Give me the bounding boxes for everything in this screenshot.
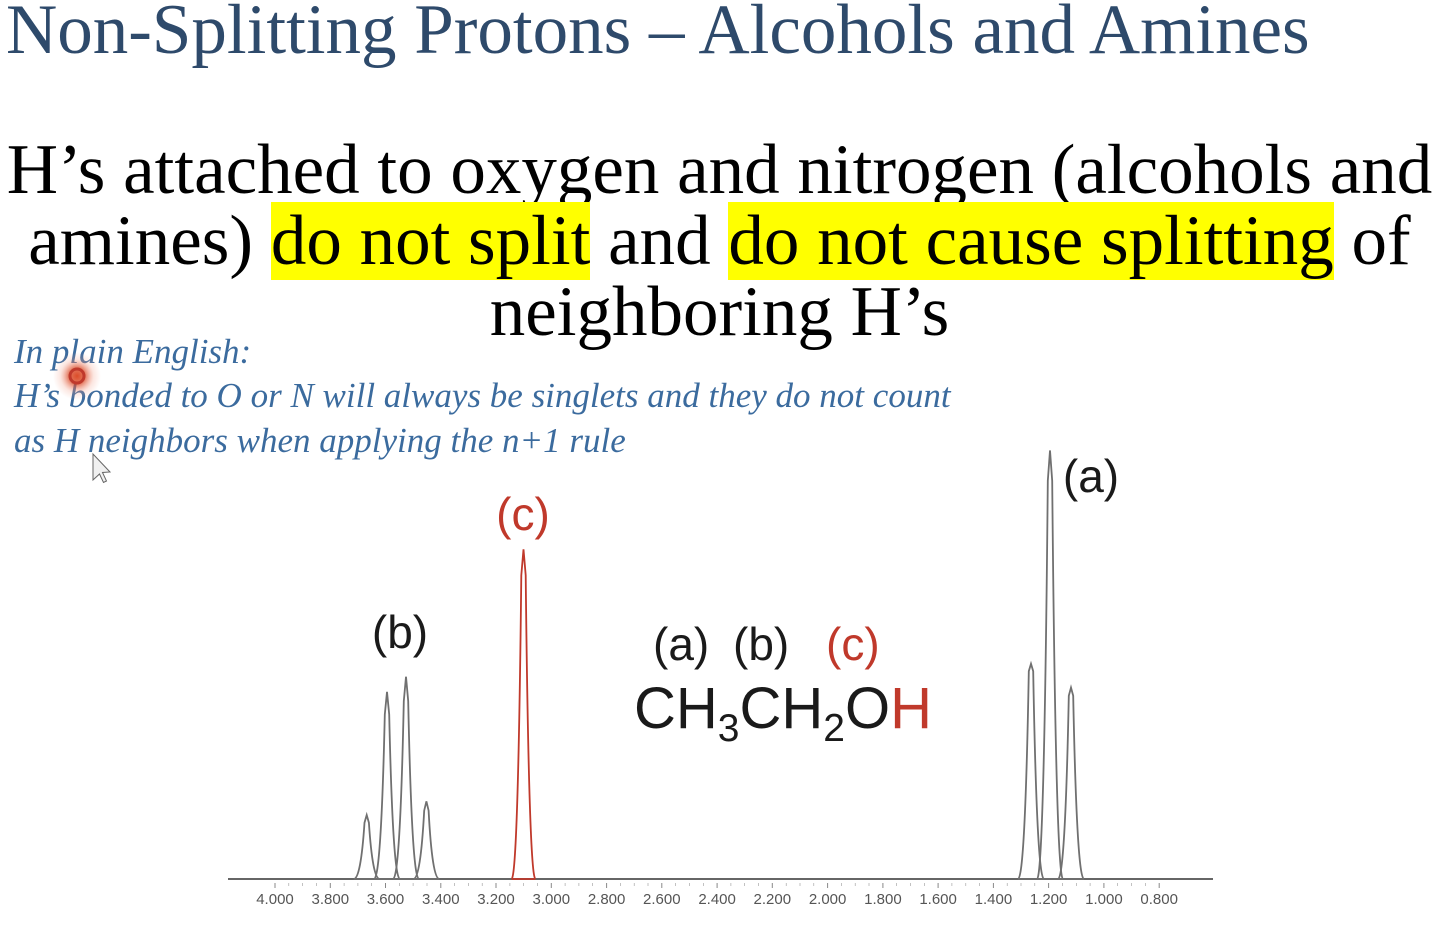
svg-text:0.800: 0.800 xyxy=(1140,891,1178,908)
svg-text:(b): (b) xyxy=(372,606,428,658)
svg-text:3.400: 3.400 xyxy=(422,891,460,908)
svg-text:3.800: 3.800 xyxy=(312,891,350,908)
svg-text:3.600: 3.600 xyxy=(367,891,405,908)
svg-text:(b): (b) xyxy=(733,618,789,670)
svg-text:2.800: 2.800 xyxy=(588,891,626,908)
svg-text:4.000: 4.000 xyxy=(256,891,294,908)
svg-text:3.000: 3.000 xyxy=(533,891,571,908)
svg-text:3.200: 3.200 xyxy=(477,891,515,908)
svg-text:2.400: 2.400 xyxy=(698,891,736,908)
svg-text:CH3CH2OH: CH3CH2OH xyxy=(634,676,932,750)
svg-text:2.000: 2.000 xyxy=(809,891,847,908)
svg-text:(c): (c) xyxy=(826,618,880,670)
svg-text:1.200: 1.200 xyxy=(1030,891,1068,908)
svg-text:1.000: 1.000 xyxy=(1085,891,1123,908)
svg-text:(a): (a) xyxy=(1063,450,1119,502)
svg-text:1.800: 1.800 xyxy=(864,891,902,908)
svg-text:2.200: 2.200 xyxy=(754,891,792,908)
svg-text:(a): (a) xyxy=(653,618,709,670)
svg-text:1.400: 1.400 xyxy=(975,891,1013,908)
svg-text:2.600: 2.600 xyxy=(643,891,681,908)
svg-text:1.600: 1.600 xyxy=(919,891,957,908)
svg-text:(c): (c) xyxy=(496,488,550,540)
